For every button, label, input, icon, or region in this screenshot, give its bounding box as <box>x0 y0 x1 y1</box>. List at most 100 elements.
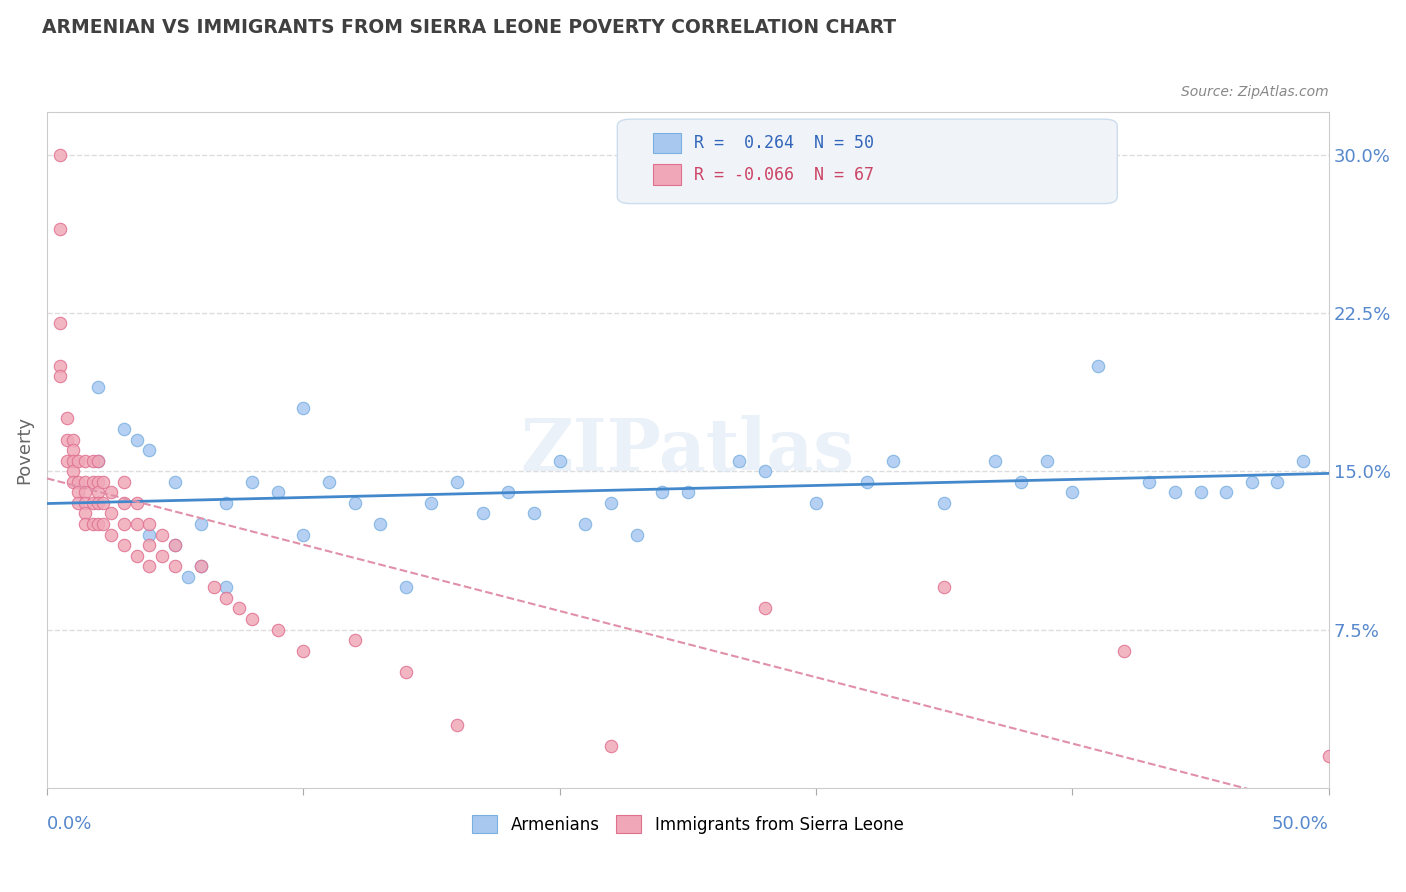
Point <box>215 591 238 605</box>
Point <box>728 453 751 467</box>
Point <box>626 527 648 541</box>
Point <box>125 516 148 531</box>
Point <box>125 549 148 563</box>
Point <box>1010 475 1032 489</box>
Point <box>112 422 135 436</box>
Point <box>62 453 84 467</box>
Point <box>1062 485 1084 500</box>
Point <box>165 559 187 574</box>
Point <box>190 516 212 531</box>
Point <box>1087 359 1109 373</box>
Point <box>190 559 212 574</box>
Text: R = -0.066  N = 67: R = -0.066 N = 67 <box>695 166 875 184</box>
Point <box>100 485 122 500</box>
Point <box>87 475 110 489</box>
Point <box>882 453 904 467</box>
Text: 0.0%: 0.0% <box>46 815 93 833</box>
Point <box>1292 453 1315 467</box>
Point <box>75 496 97 510</box>
Point <box>75 453 97 467</box>
Point <box>62 464 84 478</box>
Text: 50.0%: 50.0% <box>1272 815 1329 833</box>
Point <box>165 538 187 552</box>
Point <box>651 485 673 500</box>
Point <box>471 507 494 521</box>
Point <box>75 516 97 531</box>
Point <box>934 580 956 594</box>
Point <box>395 580 418 594</box>
Point <box>125 433 148 447</box>
Point <box>56 433 79 447</box>
Point <box>1035 453 1057 467</box>
Point <box>138 527 160 541</box>
Point <box>754 464 776 478</box>
Legend: Armenians, Immigrants from Sierra Leone: Armenians, Immigrants from Sierra Leone <box>465 809 910 840</box>
Point <box>66 475 89 489</box>
Point <box>754 601 776 615</box>
Point <box>62 475 84 489</box>
Point <box>984 453 1007 467</box>
Point <box>165 538 187 552</box>
Point <box>112 516 135 531</box>
Point <box>1267 475 1289 489</box>
Point <box>48 147 70 161</box>
Point <box>804 496 827 510</box>
Point <box>600 496 623 510</box>
Point <box>266 485 288 500</box>
Point <box>48 369 70 384</box>
Point <box>62 443 84 458</box>
Point <box>48 221 70 235</box>
Point <box>87 453 110 467</box>
Point <box>446 475 468 489</box>
Point <box>150 527 173 541</box>
Point <box>1215 485 1237 500</box>
Point <box>138 538 160 552</box>
Point <box>523 507 546 521</box>
Point <box>446 717 468 731</box>
FancyBboxPatch shape <box>654 133 682 153</box>
Point <box>48 317 70 331</box>
Text: ZIPatlas: ZIPatlas <box>520 415 855 485</box>
Text: R =  0.264  N = 50: R = 0.264 N = 50 <box>695 134 875 152</box>
Point <box>112 538 135 552</box>
Point <box>87 453 110 467</box>
Point <box>138 443 160 458</box>
Point <box>1137 475 1160 489</box>
Point <box>91 496 114 510</box>
Y-axis label: Poverty: Poverty <box>15 416 32 484</box>
Point <box>215 496 238 510</box>
Point <box>138 559 160 574</box>
Point <box>856 475 879 489</box>
Point <box>420 496 443 510</box>
Point <box>48 359 70 373</box>
Point <box>292 643 315 657</box>
Point <box>56 453 79 467</box>
Point <box>87 496 110 510</box>
Point <box>87 380 110 394</box>
Text: ARMENIAN VS IMMIGRANTS FROM SIERRA LEONE POVERTY CORRELATION CHART: ARMENIAN VS IMMIGRANTS FROM SIERRA LEONE… <box>42 18 896 37</box>
Point <box>318 475 340 489</box>
Point <box>75 485 97 500</box>
Point <box>368 516 391 531</box>
Point <box>100 527 122 541</box>
Point <box>66 485 89 500</box>
Point <box>190 559 212 574</box>
Point <box>934 496 956 510</box>
Point <box>202 580 225 594</box>
Point <box>62 433 84 447</box>
Point <box>87 516 110 531</box>
Point <box>75 475 97 489</box>
Point <box>600 739 623 753</box>
Point <box>266 623 288 637</box>
Point <box>138 516 160 531</box>
Point <box>395 665 418 679</box>
Point <box>292 527 315 541</box>
Point <box>82 496 104 510</box>
Point <box>150 549 173 563</box>
Point <box>1317 749 1340 764</box>
Point <box>498 485 520 500</box>
Point <box>240 612 263 626</box>
Point <box>548 453 571 467</box>
Point <box>165 475 187 489</box>
Point <box>215 580 238 594</box>
